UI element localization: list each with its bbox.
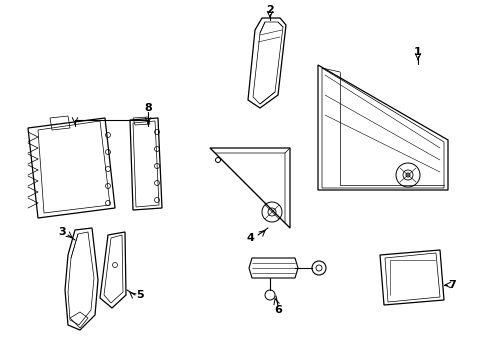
Text: 1: 1 — [414, 47, 422, 57]
Text: 4: 4 — [246, 233, 254, 243]
Circle shape — [406, 173, 410, 177]
Text: 6: 6 — [274, 305, 282, 315]
Text: 3: 3 — [58, 227, 66, 237]
Text: 2: 2 — [266, 5, 274, 15]
Text: 7: 7 — [448, 280, 456, 290]
Text: 8: 8 — [144, 103, 152, 113]
Circle shape — [216, 158, 220, 162]
Text: 5: 5 — [136, 290, 144, 300]
